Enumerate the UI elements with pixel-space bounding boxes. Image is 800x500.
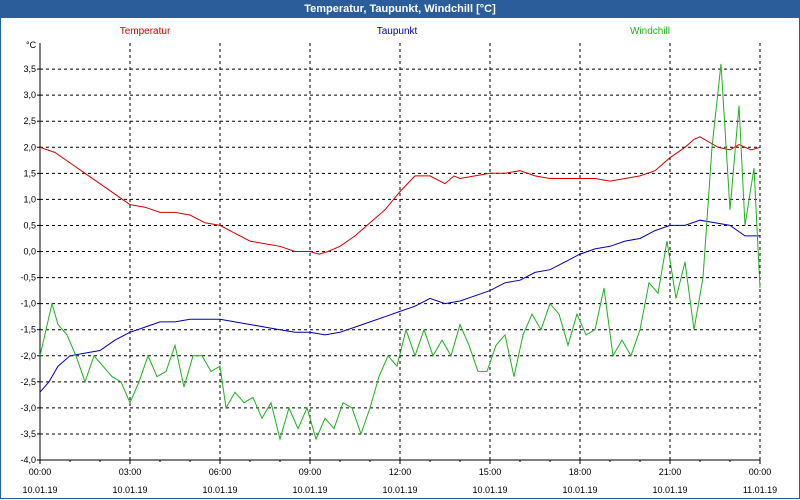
x-tick-time-label: 12:00 <box>389 467 412 477</box>
y-tick-label: 0,0 <box>23 247 36 257</box>
legend: Temperatur Taupunkt Windchill <box>120 26 670 37</box>
series-line-temperatur <box>39 136 761 255</box>
x-tick-date-label: 10.01.19 <box>382 485 417 495</box>
series-line-windchill <box>39 63 761 442</box>
x-tick-time-label: 00:00 <box>749 467 772 477</box>
y-tick-label: -2,5 <box>20 377 36 387</box>
x-tick-time-label: 09:00 <box>299 467 322 477</box>
y-tick-label: -1,5 <box>20 325 36 335</box>
axes <box>37 43 761 464</box>
x-axis-ticks: 00:00 10.01.19 03:00 10.01.19 06:00 10.01.19 0… <box>22 467 777 495</box>
x-tick-date-label: 10.01.19 <box>472 485 507 495</box>
x-tick-time-label: 18:00 <box>569 467 592 477</box>
grid-lines <box>40 43 761 460</box>
y-axis-ticks: 3,5 3,0 2,5 2,0 1,5 1,0 0,5 0,0 -0,5 -1,0 -1,5 -2,0… <box>20 64 36 465</box>
series-lines <box>39 63 761 442</box>
y-tick-label: -3,0 <box>20 403 36 413</box>
x-tick-time-label: 21:00 <box>659 467 682 477</box>
x-tick-date-label: 10.01.19 <box>22 485 57 495</box>
y-tick-label: 2,5 <box>23 116 36 126</box>
y-tick-label: 3,0 <box>23 90 36 100</box>
x-tick-time-label: 03:00 <box>119 467 142 477</box>
y-tick-label: 2,0 <box>23 142 36 152</box>
x-tick-date-label: 10.01.19 <box>292 485 327 495</box>
y-tick-label: 0,5 <box>23 220 36 230</box>
y-tick-label: -3,5 <box>20 429 36 439</box>
x-tick-date-label: 10.01.19 <box>202 485 237 495</box>
x-tick-time-label: 06:00 <box>209 467 232 477</box>
legend-entry-taupunkt: Taupunkt <box>377 26 418 37</box>
y-tick-label: 1,0 <box>23 194 36 204</box>
y-tick-label: 3,5 <box>23 64 36 74</box>
y-axis-unit-label: °C <box>26 40 37 50</box>
x-tick-time-label: 00:00 <box>29 467 52 477</box>
legend-entry-temperatur: Temperatur <box>120 26 171 37</box>
y-tick-label: 1,5 <box>23 168 36 178</box>
y-tick-label: -0,5 <box>20 273 36 283</box>
x-tick-date-label: 10.01.19 <box>562 485 597 495</box>
chart-title: Temperatur, Taupunkt, Windchill [°C] <box>0 0 800 18</box>
x-tick-time-label: 15:00 <box>479 467 502 477</box>
y-tick-label: -4,0 <box>20 455 36 465</box>
x-tick-date-label: 11.01.19 <box>743 485 777 495</box>
x-tick-date-label: 10.01.19 <box>652 485 687 495</box>
y-tick-label: -2,0 <box>20 351 36 361</box>
series-line-taupunkt <box>39 219 760 393</box>
y-tick-label: -1,0 <box>20 299 36 309</box>
x-tick-date-label: 10.01.19 <box>112 485 147 495</box>
legend-entry-windchill: Windchill <box>630 26 670 37</box>
